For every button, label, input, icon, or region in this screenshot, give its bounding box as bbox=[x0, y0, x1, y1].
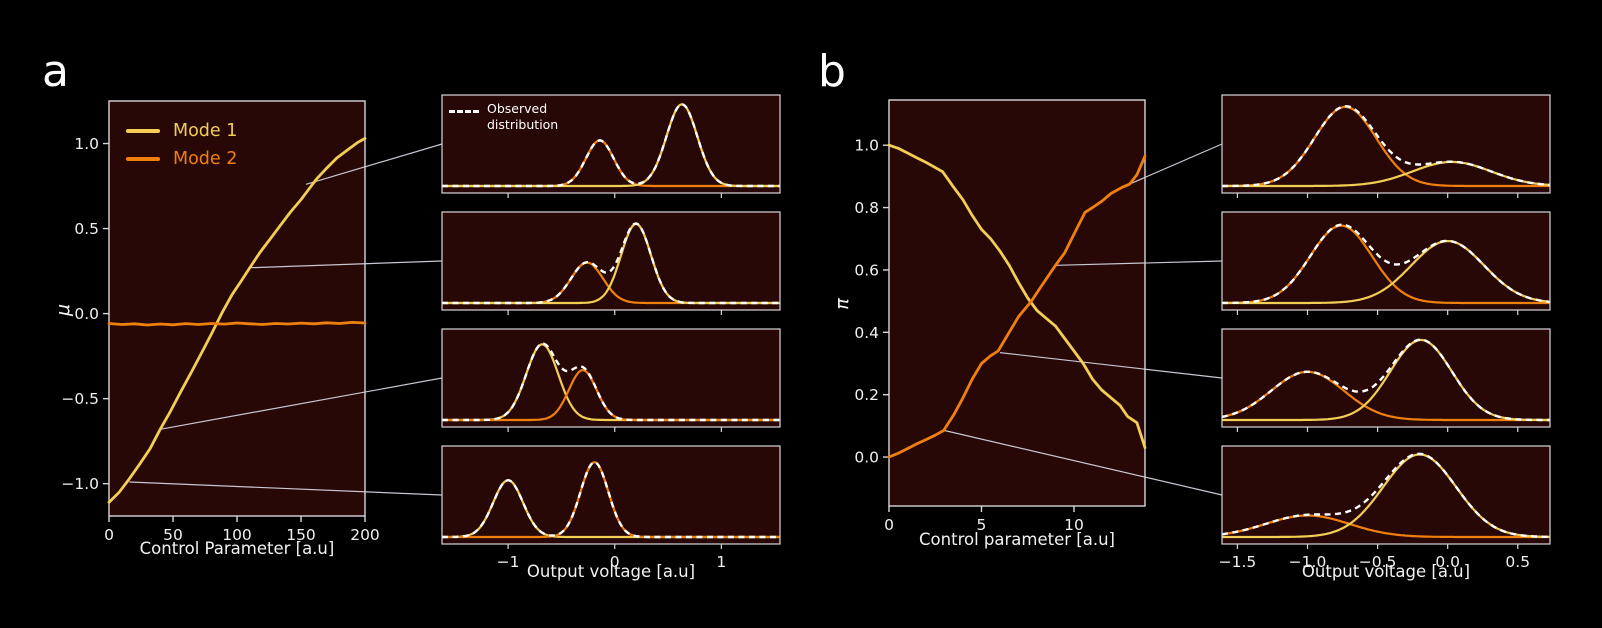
x-tick-label: 50 bbox=[163, 526, 183, 544]
panel-b-subplots-x-axis-label: Output voltage [a.u] bbox=[1301, 562, 1471, 581]
legend-label-mode1: Mode 1 bbox=[173, 121, 238, 141]
panel-a-subplots-x-axis-label: Output voltage [a.u] bbox=[526, 562, 696, 581]
panel-b-x-axis-label: Control parameter [a.u] bbox=[919, 530, 1115, 549]
mode1-line-swatch bbox=[126, 129, 160, 133]
observed-line-swatch bbox=[449, 110, 479, 113]
legend-label-mode2: Mode 2 bbox=[173, 149, 238, 169]
panel-a-subplot-4-area bbox=[442, 446, 780, 544]
panel-a-series-mode-2 bbox=[107, 320, 367, 327]
panel-a-legend: Mode 1 Mode 2 bbox=[126, 117, 237, 173]
panel-b-callout-line-3 bbox=[999, 352, 1223, 379]
panel-a-subplot-1-area bbox=[442, 95, 780, 193]
observed-distribution-legend: Observed distribution bbox=[449, 101, 558, 132]
observed-legend-line2: distribution bbox=[487, 116, 559, 132]
x-tick-label: 200 bbox=[350, 526, 380, 544]
panel-b-subplot-1-component-mode1 bbox=[1222, 160, 1551, 188]
panel-b-callout-line-2 bbox=[1056, 260, 1223, 266]
x-tick-label: 10 bbox=[1064, 516, 1084, 534]
subplot-frame bbox=[441, 211, 781, 311]
panel-a-y-axis-label: μ bbox=[52, 303, 74, 317]
subplot-frame bbox=[1221, 328, 1551, 428]
subplot-frame bbox=[1221, 94, 1551, 194]
main-plot-frame bbox=[888, 99, 1146, 507]
panel-b-letter: b bbox=[818, 46, 846, 97]
panel-b-y-axis-label: π bbox=[831, 298, 853, 310]
panel-b-subplot-2-observed-curve bbox=[1221, 223, 1551, 305]
panel-a-callout-line-4 bbox=[129, 481, 443, 496]
panel-a-x-axis-label: Control Parameter [a.u] bbox=[139, 539, 335, 558]
y-tick-label: −0.5 bbox=[61, 390, 99, 408]
panel-a-series-mode-1 bbox=[107, 136, 367, 504]
mode2-line-swatch bbox=[126, 157, 160, 161]
subplot-frame bbox=[441, 445, 781, 545]
legend-item-mode2: Mode 2 bbox=[126, 145, 237, 173]
subplot-frame bbox=[1221, 211, 1551, 311]
panel-b-main-plot-area bbox=[889, 100, 1145, 506]
subplot-x-tick-label: −1.0 bbox=[1289, 553, 1327, 571]
panel-b-series-mode-1 bbox=[887, 143, 1147, 450]
panel-b-subplot-1-observed-curve bbox=[1222, 105, 1551, 188]
y-tick-label: −1.0 bbox=[61, 475, 99, 493]
panel-b-subplot-3-observed-curve bbox=[1221, 338, 1550, 422]
x-tick-label: 150 bbox=[286, 526, 316, 544]
y-tick-label: 0.2 bbox=[854, 386, 879, 404]
subplot-x-tick-label: 0 bbox=[610, 553, 620, 571]
panel-b-callout-line-4 bbox=[944, 429, 1223, 496]
x-tick-label: 0 bbox=[884, 516, 894, 534]
subplot-x-tick-label: 0.0 bbox=[1435, 553, 1460, 571]
legend-item-mode1: Mode 1 bbox=[126, 117, 237, 145]
panel-b-series-mode-2 bbox=[887, 154, 1147, 459]
y-tick-label: 0.6 bbox=[854, 261, 879, 279]
subplot-x-tick-label: −1.5 bbox=[1219, 553, 1257, 571]
panel-a-letter: a bbox=[42, 46, 69, 97]
panel-a-callout-line-3 bbox=[160, 377, 443, 430]
panel-a-subplot-3-area bbox=[442, 329, 780, 427]
panel-a-callout-line-1 bbox=[305, 143, 443, 185]
y-tick-label: 0.5 bbox=[74, 220, 99, 238]
x-tick-label: 0 bbox=[104, 526, 114, 544]
y-tick-label: 0.4 bbox=[854, 324, 879, 342]
panel-a-subplot-1-observed-curve bbox=[442, 103, 780, 188]
subplot-frame bbox=[441, 94, 781, 194]
y-tick-label: 0.0 bbox=[74, 305, 99, 323]
panel-a-subplot-2-observed-curve bbox=[442, 222, 780, 305]
y-tick-label: 0.8 bbox=[854, 199, 879, 217]
observed-legend-line1: Observed bbox=[487, 101, 548, 116]
x-tick-label: 100 bbox=[222, 526, 252, 544]
subplot-x-tick-label: −0.5 bbox=[1359, 553, 1397, 571]
x-tick-label: 5 bbox=[977, 516, 987, 534]
panel-a-callout-line-2 bbox=[251, 260, 443, 269]
panel-a-subplot-4-component-mode2 bbox=[442, 461, 780, 539]
y-tick-label: 1.0 bbox=[74, 135, 99, 153]
y-tick-label: 0.0 bbox=[854, 449, 879, 467]
subplot-x-tick-label: 0.5 bbox=[1505, 553, 1530, 571]
subplot-x-tick-label: 1 bbox=[716, 553, 726, 571]
subplot-frame bbox=[1221, 445, 1551, 545]
panel-b-subplot-1-area bbox=[1222, 95, 1550, 193]
panel-b-subplot-4-observed-curve bbox=[1221, 452, 1551, 539]
panel-a-subplot-3-observed-curve bbox=[442, 342, 780, 422]
observed-legend-text: Observed distribution bbox=[487, 101, 558, 132]
panel-a-subplot-2-area bbox=[442, 212, 780, 310]
subplot-frame bbox=[441, 328, 781, 428]
panel-b-callout-line-1 bbox=[1121, 143, 1223, 188]
subplot-x-tick-label: −1 bbox=[497, 553, 520, 571]
y-tick-label: 1.0 bbox=[854, 137, 879, 155]
